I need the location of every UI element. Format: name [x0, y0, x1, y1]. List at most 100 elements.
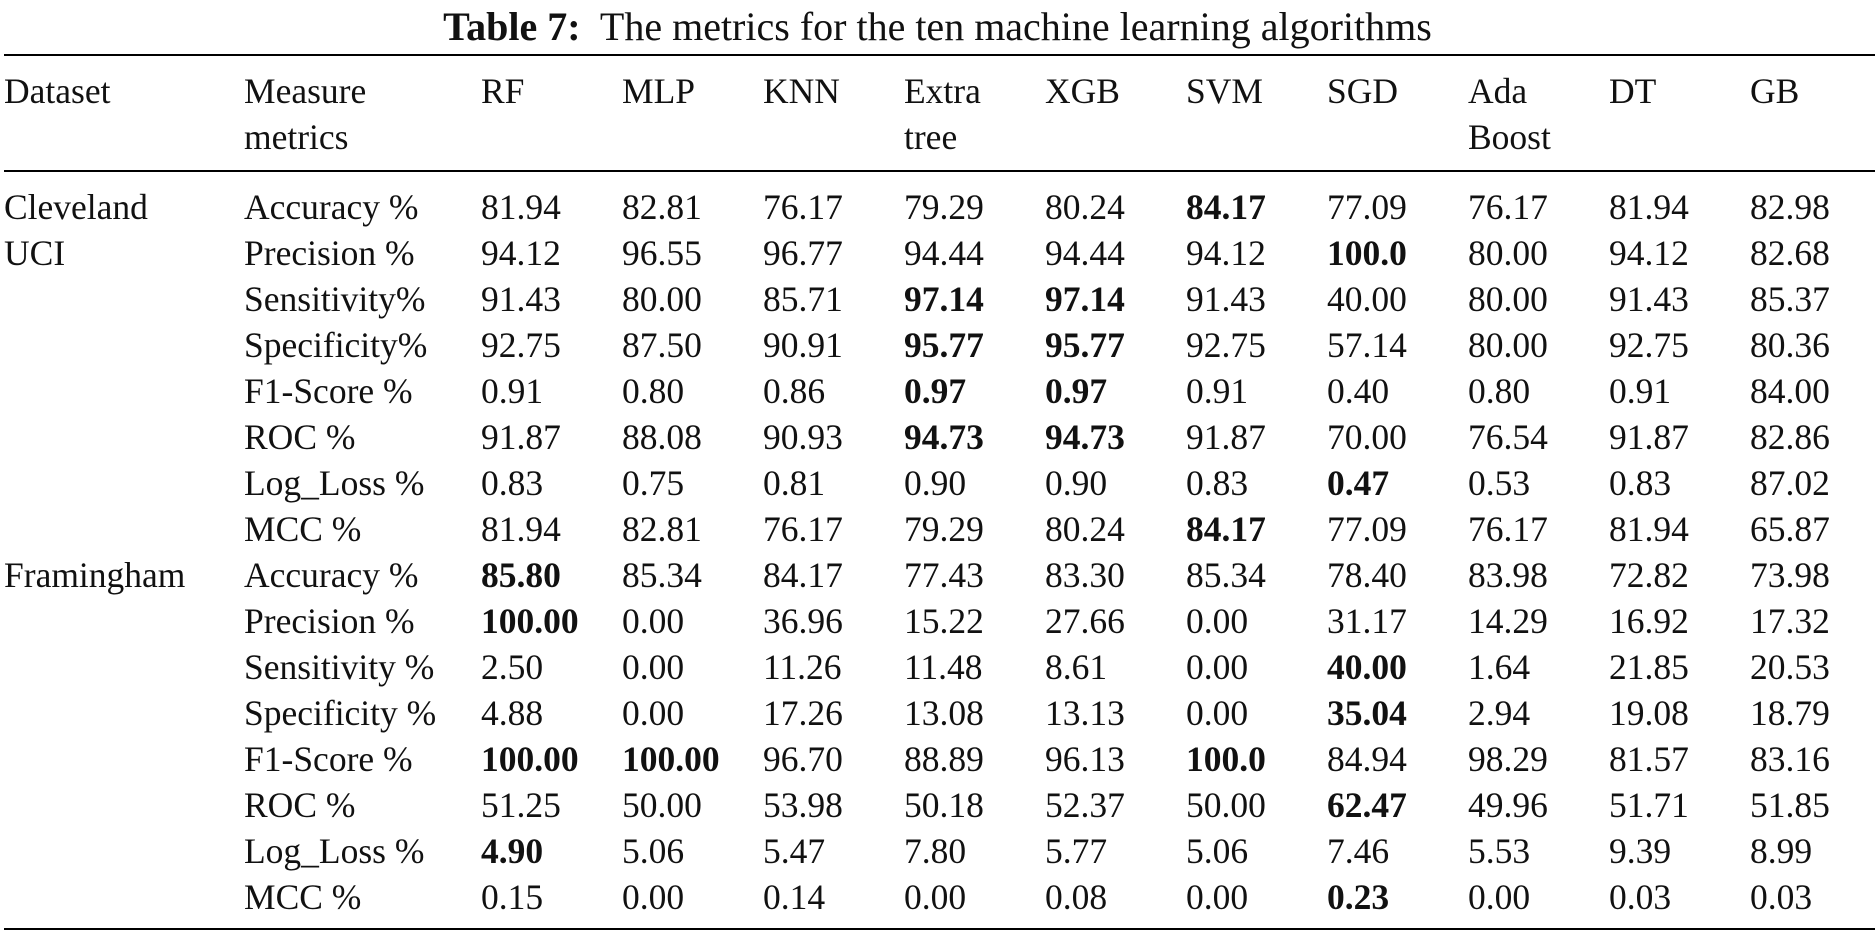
- value-cell: 80.00: [1468, 279, 1548, 319]
- value-cell: 96.77: [763, 233, 843, 273]
- value-cell: 96.13: [1045, 739, 1125, 779]
- value-cell: 40.00: [1327, 647, 1407, 687]
- value-cell: 81.94: [481, 509, 561, 549]
- value-cell: 0.91: [1609, 371, 1672, 411]
- value-cell: 17.32: [1750, 601, 1830, 641]
- value-cell: 94.12: [1186, 233, 1266, 273]
- value-cell: 87.50: [622, 325, 702, 365]
- value-cell: 50.00: [622, 785, 702, 825]
- value-cell: 97.14: [1045, 279, 1125, 319]
- dataset-cell: [4, 874, 244, 929]
- value-cell: 92.75: [1186, 325, 1266, 365]
- value-cell: 0.00: [622, 601, 685, 641]
- value-cell: 80.24: [1045, 509, 1125, 549]
- value-cell: 84.17: [763, 555, 843, 595]
- value-cell: 100.0: [1327, 233, 1407, 273]
- value-cell: 91.87: [481, 417, 561, 457]
- table-row: Specificity % 4.88 0.00 17.26 13.08 13.13 0.00…: [4, 690, 1875, 736]
- value-cell: 0.83: [1609, 463, 1672, 503]
- value-cell: 80.00: [622, 279, 702, 319]
- value-cell: 87.02: [1750, 463, 1830, 503]
- metric-cell: MCC %: [244, 509, 362, 549]
- value-cell: 91.87: [1186, 417, 1266, 457]
- dataset-cell: [4, 460, 244, 506]
- metric-cell: ROC %: [244, 785, 356, 825]
- value-cell: 35.04: [1327, 693, 1407, 733]
- value-cell: 0.86: [763, 371, 826, 411]
- value-cell: 8.61: [1045, 647, 1108, 687]
- metric-cell: Sensitivity %: [244, 647, 435, 687]
- dataset-cell: [4, 368, 244, 414]
- dataset-cell: [4, 736, 244, 782]
- value-cell: 50.18: [904, 785, 984, 825]
- value-cell: 94.12: [1609, 233, 1689, 273]
- value-cell: 84.17: [1186, 509, 1266, 549]
- value-cell: 0.03: [1750, 877, 1813, 917]
- column-header: Measure metrics: [244, 71, 367, 157]
- value-cell: 0.91: [481, 371, 544, 411]
- value-cell: 77.09: [1327, 509, 1407, 549]
- value-cell: 11.48: [904, 647, 983, 687]
- value-cell: 11.26: [763, 647, 842, 687]
- metric-cell: Specificity %: [244, 693, 437, 733]
- dataset-cell: [4, 322, 244, 368]
- value-cell: 0.90: [904, 463, 967, 503]
- value-cell: 2.94: [1468, 693, 1531, 733]
- value-cell: 15.22: [904, 601, 984, 641]
- value-cell: 0.00: [1186, 647, 1249, 687]
- value-cell: 50.00: [1186, 785, 1266, 825]
- value-cell: 92.75: [1609, 325, 1689, 365]
- column-header: SGD: [1327, 71, 1399, 111]
- value-cell: 85.37: [1750, 279, 1830, 319]
- value-cell: 21.85: [1609, 647, 1689, 687]
- column-header: KNN: [763, 71, 840, 111]
- table-body: Cleveland Accuracy % 81.94 82.81 76.17 79.29 8…: [4, 171, 1875, 929]
- metric-cell: Sensitivity%: [244, 279, 426, 319]
- value-cell: 83.30: [1045, 555, 1125, 595]
- value-cell: 82.81: [622, 509, 702, 549]
- value-cell: 7.80: [904, 831, 967, 871]
- table-row: Log_Loss % 0.83 0.75 0.81 0.90 0.90 0.83 0.47 0.…: [4, 460, 1875, 506]
- metric-cell: MCC %: [244, 877, 362, 917]
- value-cell: 0.14: [763, 877, 826, 917]
- value-cell: 94.73: [904, 417, 984, 457]
- dataset-cell: Cleveland: [4, 187, 148, 227]
- value-cell: 0.40: [1327, 371, 1390, 411]
- value-cell: 91.87: [1609, 417, 1689, 457]
- value-cell: 97.14: [904, 279, 984, 319]
- value-cell: 85.71: [763, 279, 843, 319]
- value-cell: 91.43: [481, 279, 561, 319]
- value-cell: 78.40: [1327, 555, 1407, 595]
- value-cell: 80.00: [1468, 233, 1548, 273]
- table-row: Sensitivity % 2.50 0.00 11.26 11.48 8.61 0.00 4…: [4, 644, 1875, 690]
- value-cell: 80.00: [1468, 325, 1548, 365]
- value-cell: 20.53: [1750, 647, 1830, 687]
- metric-cell: Accuracy %: [244, 555, 419, 595]
- value-cell: 81.94: [1609, 509, 1689, 549]
- value-cell: 91.43: [1609, 279, 1689, 319]
- value-cell: 0.80: [622, 371, 685, 411]
- column-header: RF: [481, 71, 525, 111]
- value-cell: 2.50: [481, 647, 544, 687]
- value-cell: 70.00: [1327, 417, 1407, 457]
- value-cell: 19.08: [1609, 693, 1689, 733]
- value-cell: 65.87: [1750, 509, 1830, 549]
- value-cell: 84.00: [1750, 371, 1830, 411]
- value-cell: 18.79: [1750, 693, 1830, 733]
- value-cell: 51.25: [481, 785, 561, 825]
- value-cell: 0.08: [1045, 877, 1108, 917]
- column-header: DT: [1609, 71, 1657, 111]
- dataset-cell: [4, 644, 244, 690]
- value-cell: 100.00: [481, 601, 579, 641]
- dataset-cell: [4, 506, 244, 552]
- dataset-cell: [4, 414, 244, 460]
- value-cell: 82.81: [622, 187, 702, 227]
- value-cell: 94.73: [1045, 417, 1125, 457]
- value-cell: 88.08: [622, 417, 702, 457]
- value-cell: 53.98: [763, 785, 843, 825]
- value-cell: 85.34: [1186, 555, 1266, 595]
- value-cell: 73.98: [1750, 555, 1830, 595]
- value-cell: 95.77: [904, 325, 984, 365]
- table-row: F1-Score % 0.91 0.80 0.86 0.97 0.97 0.91 0.40 0.…: [4, 368, 1875, 414]
- table-caption: Table 7: The metrics for the ten machine…: [0, 2, 1875, 52]
